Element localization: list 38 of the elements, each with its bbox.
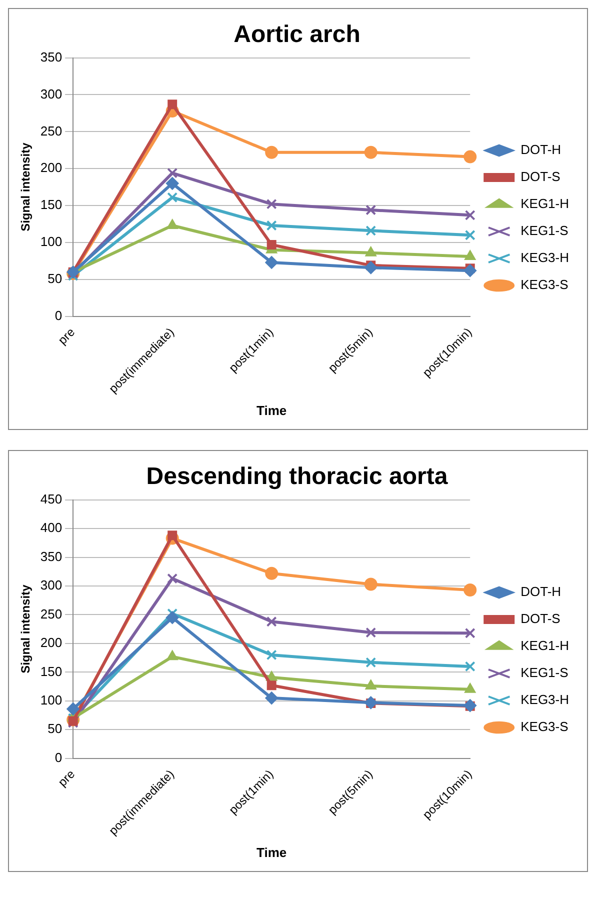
y-tick-label: 50 <box>48 271 62 286</box>
y-tick-label: 400 <box>40 520 62 536</box>
y-tick-label: 50 <box>48 721 62 736</box>
legend-label: DOT-H <box>520 142 562 158</box>
legend-label: KEG1-S <box>520 665 569 680</box>
y-tick-label: 150 <box>40 197 62 212</box>
chart-title: Descending thoracic aorta <box>146 463 448 490</box>
y-axis-title: Signal intensity <box>18 584 33 674</box>
legend-label: KEG1-S <box>520 223 569 238</box>
legend-label: KEG1-H <box>520 638 570 654</box>
y-tick-label: 0 <box>54 308 62 323</box>
y-tick-label: 100 <box>40 692 62 708</box>
x-tick-label: pre <box>55 766 78 790</box>
legend-label: KEG3-H <box>520 692 570 708</box>
y-tick-label: 350 <box>40 49 62 64</box>
x-axis-title: Time <box>256 402 287 418</box>
y-tick-label: 250 <box>40 606 62 622</box>
y-tick-label: 300 <box>40 578 62 593</box>
legend-label: DOT-S <box>520 169 561 184</box>
legend-label: KEG1-H <box>520 196 570 212</box>
chart-title: Aortic arch <box>234 21 360 48</box>
x-axis-title: Time <box>256 844 287 860</box>
legend-label: KEG3-S <box>520 719 569 734</box>
y-tick-label: 200 <box>40 160 62 176</box>
y-tick-label: 450 <box>40 491 62 506</box>
y-tick-label: 250 <box>40 123 62 138</box>
y-tick-label: 150 <box>40 664 62 679</box>
legend-label: DOT-S <box>520 611 561 626</box>
y-axis-title: Signal intensity <box>18 142 33 232</box>
legend-label: DOT-H <box>520 584 562 600</box>
x-tick-label: pre <box>55 324 78 348</box>
y-tick-label: 100 <box>40 234 62 250</box>
y-tick-label: 350 <box>40 548 62 564</box>
y-tick-label: 0 <box>54 750 62 765</box>
legend-label: KEG3-S <box>520 277 569 292</box>
y-tick-label: 300 <box>40 86 62 102</box>
y-tick-label: 200 <box>40 635 62 650</box>
legend-label: KEG3-H <box>520 250 570 266</box>
